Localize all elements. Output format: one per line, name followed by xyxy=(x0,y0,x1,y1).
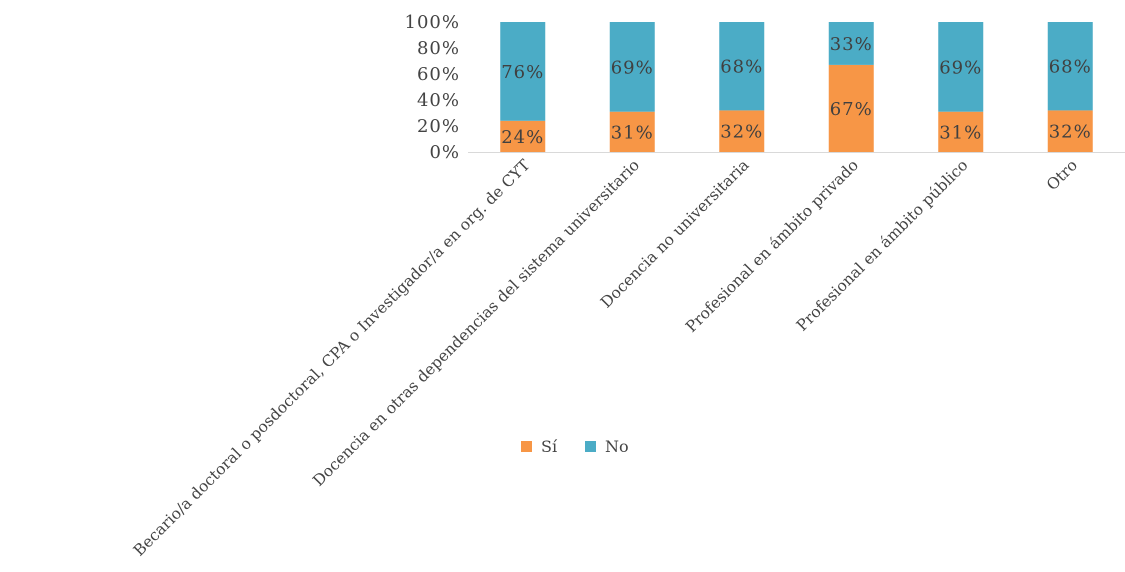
y-tick-label: 0% xyxy=(429,142,460,163)
y-axis: 0% 20% 40% 60% 80% 100% xyxy=(405,12,460,163)
legend-label: No xyxy=(605,437,629,456)
legend-label: Sí xyxy=(541,437,558,456)
x-tick-label: Becario/a doctoral o posdoctoral, CPA o … xyxy=(130,156,534,560)
bar-si xyxy=(609,111,655,152)
bar-no xyxy=(609,22,655,112)
bar-no xyxy=(1047,22,1093,111)
data-label: 68% xyxy=(1049,57,1092,78)
legend: Sí No xyxy=(521,437,629,456)
bar-si xyxy=(1047,110,1093,152)
bar-si xyxy=(719,110,765,152)
y-tick-label: 80% xyxy=(417,38,460,59)
data-label: 76% xyxy=(501,62,544,83)
bar-si xyxy=(500,120,546,152)
bar-no xyxy=(500,22,546,121)
y-tick-label: 20% xyxy=(417,116,460,137)
legend-swatch-no xyxy=(585,441,596,452)
x-tick-label: Profesional en ámbito público xyxy=(793,156,972,335)
y-tick-label: 60% xyxy=(417,64,460,85)
data-label: 68% xyxy=(720,57,763,78)
data-label: 33% xyxy=(830,34,873,55)
bar-no xyxy=(828,22,874,65)
bar-no xyxy=(719,22,765,111)
data-label: 69% xyxy=(611,57,654,78)
y-tick-label: 100% xyxy=(405,12,460,33)
data-label: 67% xyxy=(830,99,873,120)
legend-swatch-si xyxy=(521,441,532,452)
data-label: 69% xyxy=(939,57,982,78)
x-tick-label: Profesional en ámbito privado xyxy=(682,156,862,336)
data-label: 32% xyxy=(720,122,763,143)
bar-si xyxy=(828,64,874,152)
data-label: 31% xyxy=(611,122,654,143)
bars: 24% 76% 31% 69% 32% 68% 67% 33% 31% 69% 32% 68% xyxy=(500,22,1093,152)
x-axis: Becario/a doctoral o posdoctoral, CPA o … xyxy=(130,156,1081,560)
x-tick-label: Otro xyxy=(1043,156,1081,194)
y-tick-label: 40% xyxy=(417,90,460,111)
data-label: 32% xyxy=(1049,122,1092,143)
data-label: 24% xyxy=(501,127,544,148)
bar-no xyxy=(938,22,984,112)
data-label: 31% xyxy=(939,122,982,143)
bar-si xyxy=(938,111,984,152)
